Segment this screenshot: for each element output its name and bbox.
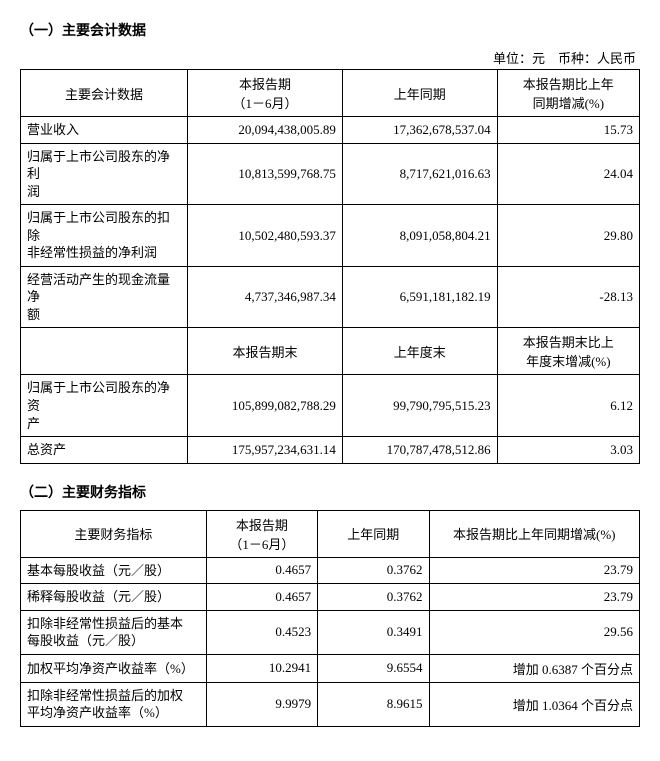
row-label: 加权平均净资产收益率（%） xyxy=(21,654,207,682)
table-row: 归属于上市公司股东的净资产 105,899,082,788.29 99,790,… xyxy=(21,375,640,437)
row-change: 6.12 xyxy=(497,375,639,437)
table-header-row: 主要财务指标 本报告期（1－6月） 上年同期 本报告期比上年同期增减(%) xyxy=(21,510,640,557)
row-label: 营业收入 xyxy=(21,117,188,144)
row-label: 总资产 xyxy=(21,437,188,464)
row-change: 29.56 xyxy=(429,610,640,654)
row-previous: 6,591,181,182.19 xyxy=(342,266,497,328)
row-label: 基本每股收益（元／股） xyxy=(21,557,207,584)
header-change: 本报告期比上年同期增减(%) xyxy=(497,70,639,117)
row-current: 0.4523 xyxy=(206,610,317,654)
row-previous: 99,790,795,515.23 xyxy=(342,375,497,437)
row-previous: 8,717,621,016.63 xyxy=(342,143,497,205)
row-current: 4,737,346,987.34 xyxy=(188,266,343,328)
row-current: 20,094,438,005.89 xyxy=(188,117,343,144)
header-current: 本报告期（1－6月） xyxy=(188,70,343,117)
row-previous: 0.3491 xyxy=(318,610,429,654)
header-previous: 上年同期 xyxy=(342,70,497,117)
table-row: 加权平均净资产收益率（%） 10.2941 9.6554 增加 0.6387 个… xyxy=(21,654,640,682)
row-label: 经营活动产生的现金流量净额 xyxy=(21,266,188,328)
unit-line: 单位：元 币种：人民币 xyxy=(20,48,640,67)
row-previous: 0.3762 xyxy=(318,584,429,611)
row-current: 0.4657 xyxy=(206,584,317,611)
header-metric: 主要会计数据 xyxy=(21,70,188,117)
row-change: 增加 1.0364 个百分点 xyxy=(429,682,640,726)
table-row: 营业收入 20,094,438,005.89 17,362,678,537.04… xyxy=(21,117,640,144)
table-row: 扣除非经常性损益后的基本每股收益（元／股） 0.4523 0.3491 29.5… xyxy=(21,610,640,654)
subheader-blank xyxy=(21,328,188,375)
accounting-data-table: 主要会计数据 本报告期（1－6月） 上年同期 本报告期比上年同期增减(%) 营业… xyxy=(20,69,640,464)
row-current: 175,957,234,631.14 xyxy=(188,437,343,464)
row-change: 15.73 xyxy=(497,117,639,144)
row-current: 10,502,480,593.37 xyxy=(188,205,343,267)
subheader-previous-end: 上年度末 xyxy=(342,328,497,375)
row-change: 3.03 xyxy=(497,437,639,464)
row-current: 105,899,082,788.29 xyxy=(188,375,343,437)
row-change: -28.13 xyxy=(497,266,639,328)
table-row: 稀释每股收益（元／股） 0.4657 0.3762 23.79 xyxy=(21,584,640,611)
row-current: 0.4657 xyxy=(206,557,317,584)
table-row: 经营活动产生的现金流量净额 4,737,346,987.34 6,591,181… xyxy=(21,266,640,328)
row-current: 9.9979 xyxy=(206,682,317,726)
row-previous: 170,787,478,512.86 xyxy=(342,437,497,464)
row-change: 23.79 xyxy=(429,584,640,611)
row-change: 增加 0.6387 个百分点 xyxy=(429,654,640,682)
row-label: 扣除非经常性损益后的加权平均净资产收益率（%） xyxy=(21,682,207,726)
section2-title: （二）主要财务指标 xyxy=(20,482,640,502)
row-change: 24.04 xyxy=(497,143,639,205)
row-previous: 9.6554 xyxy=(318,654,429,682)
header-metric: 主要财务指标 xyxy=(21,510,207,557)
table-row: 归属于上市公司股东的扣除非经常性损益的净利润 10,502,480,593.37… xyxy=(21,205,640,267)
subheader-change-end: 本报告期末比上年度末增减(%) xyxy=(497,328,639,375)
row-change: 29.80 xyxy=(497,205,639,267)
table-subheader-row: 本报告期末 上年度末 本报告期末比上年度末增减(%) xyxy=(21,328,640,375)
table-row: 扣除非经常性损益后的加权平均净资产收益率（%） 9.9979 8.9615 增加… xyxy=(21,682,640,726)
header-change: 本报告期比上年同期增减(%) xyxy=(429,510,640,557)
section1-title: （一）主要会计数据 xyxy=(20,20,640,40)
row-change: 23.79 xyxy=(429,557,640,584)
row-previous: 0.3762 xyxy=(318,557,429,584)
row-previous: 17,362,678,537.04 xyxy=(342,117,497,144)
row-previous: 8.9615 xyxy=(318,682,429,726)
row-label: 归属于上市公司股东的净利润 xyxy=(21,143,188,205)
table-row: 归属于上市公司股东的净利润 10,813,599,768.75 8,717,62… xyxy=(21,143,640,205)
header-current: 本报告期（1－6月） xyxy=(206,510,317,557)
row-label: 扣除非经常性损益后的基本每股收益（元／股） xyxy=(21,610,207,654)
subheader-current-end: 本报告期末 xyxy=(188,328,343,375)
table-row: 总资产 175,957,234,631.14 170,787,478,512.8… xyxy=(21,437,640,464)
row-current: 10.2941 xyxy=(206,654,317,682)
table-header-row: 主要会计数据 本报告期（1－6月） 上年同期 本报告期比上年同期增减(%) xyxy=(21,70,640,117)
header-previous: 上年同期 xyxy=(318,510,429,557)
row-label: 归属于上市公司股东的净资产 xyxy=(21,375,188,437)
row-current: 10,813,599,768.75 xyxy=(188,143,343,205)
row-label: 归属于上市公司股东的扣除非经常性损益的净利润 xyxy=(21,205,188,267)
financial-indicator-table: 主要财务指标 本报告期（1－6月） 上年同期 本报告期比上年同期增减(%) 基本… xyxy=(20,510,640,727)
table-row: 基本每股收益（元／股） 0.4657 0.3762 23.79 xyxy=(21,557,640,584)
row-previous: 8,091,058,804.21 xyxy=(342,205,497,267)
row-label: 稀释每股收益（元／股） xyxy=(21,584,207,611)
